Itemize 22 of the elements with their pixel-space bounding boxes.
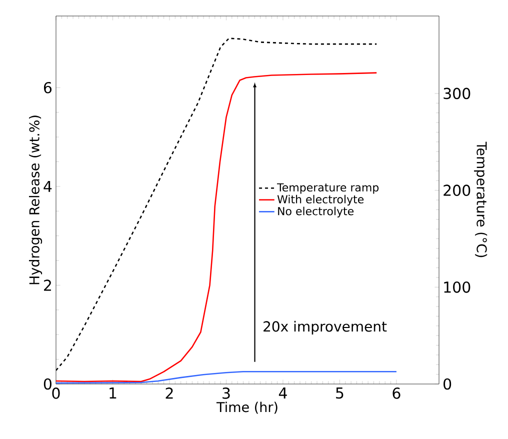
y2-axis-title: Temperature (°C) [474,142,488,258]
y2-tick-label: 200 [444,184,470,196]
y2-tick-label: 100 [444,281,470,293]
y2-tick-label: 300 [444,88,470,100]
x-tick-label: 1 [110,388,116,398]
y-tick-label: 2 [44,280,51,291]
x-tick-label: 2 [166,388,173,399]
y2-tick-label: 0 [444,378,452,390]
y-axis-title: Hydrogen Release (wt.%) [28,116,42,284]
x-tick-label: 4 [278,388,287,398]
x-axis-title: Time (hr) [216,402,278,414]
x-tick-label: 3 [222,388,230,399]
legend-label: With electrolyte [277,194,364,206]
x-tick-label: 6 [392,388,400,399]
y-tick-label: 4 [44,180,52,192]
legend-label: Temperature ramp [277,183,379,194]
x-tick-label: 5 [336,388,344,399]
y-tick-label: 0 [44,378,52,390]
x-tick-label: 0 [52,388,60,399]
legend-label: No electrolyte [278,206,354,218]
annotation: 20x improvement [264,320,387,334]
y-tick-label: 6 [44,82,52,94]
